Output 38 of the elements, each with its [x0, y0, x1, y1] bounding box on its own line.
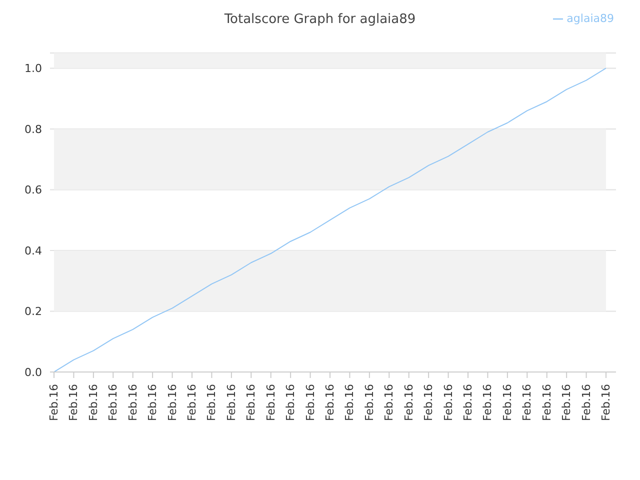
line-series [54, 68, 606, 372]
x-tick-label: Feb.16 [67, 384, 80, 421]
x-tick-label: Feb.16 [422, 384, 436, 421]
x-tick-label: Feb.16 [284, 384, 298, 421]
x-tick-label: Feb.16 [86, 384, 100, 421]
x-tick-label: Feb.16 [442, 384, 455, 421]
x-tick-label: Feb.16 [146, 384, 160, 421]
x-tick-label: Feb.16 [166, 384, 179, 421]
y-tick-label: 0.2 [24, 305, 42, 318]
x-tick-label: Feb.16 [600, 384, 612, 421]
x-tick-label: Feb.16 [304, 384, 317, 421]
x-tick-label: Feb.16 [324, 384, 336, 421]
x-tick-label: Feb.16 [106, 384, 120, 421]
x-tick-label: Feb.16 [186, 384, 198, 421]
x-tick-label: Feb.16 [500, 384, 514, 421]
y-tick-label: 0.4 [24, 244, 42, 258]
y-tick-label: 0.8 [24, 122, 42, 136]
x-tick-label: Feb.16 [205, 384, 218, 421]
x-tick-label: Feb.16 [264, 384, 278, 421]
legend-label: aglaia89 [566, 12, 614, 25]
x-tick-label: Feb.16 [382, 384, 396, 421]
y-tick-label: 0.6 [24, 184, 42, 197]
y-tick-label: 1.0 [24, 62, 42, 76]
x-tick-label: Feb.16 [244, 384, 258, 421]
chart-title: Totalscore Graph for aglaia89 [224, 12, 416, 27]
x-tick-label: Feb.16 [402, 384, 416, 421]
x-tick-label: Feb.16 [560, 384, 574, 421]
x-tick-label: Feb.16 [580, 384, 593, 421]
x-tick-label: Feb.16 [126, 384, 140, 421]
x-tick-label: Feb.16 [48, 384, 60, 421]
x-tick-label: Feb.16 [540, 384, 554, 421]
x-tick-label: Feb.16 [343, 384, 356, 421]
x-tick-label: Feb.16 [462, 384, 474, 421]
x-tick-label: Feb.16 [362, 384, 376, 421]
x-tick-label: Feb.16 [481, 384, 494, 421]
x-tick-label: Feb.16 [224, 384, 238, 421]
y-tick-label: 0.0 [24, 366, 42, 379]
x-tick-label: Feb.16 [520, 384, 534, 421]
